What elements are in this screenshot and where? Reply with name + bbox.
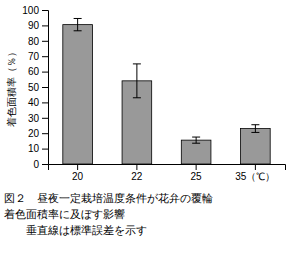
error-bar-cap: [133, 63, 141, 64]
y-tick-mark: [42, 133, 48, 134]
x-tick-label: 25: [191, 171, 203, 182]
error-bar: [251, 125, 259, 133]
y-tick: 50: [28, 82, 48, 93]
y-tick: 30: [28, 113, 48, 124]
y-tick-mark: [42, 102, 48, 103]
error-bar-cap: [74, 30, 82, 31]
y-tick-label: 50: [28, 82, 40, 93]
x-tick-mark: [77, 164, 78, 170]
y-axis-title: 着色面積率（％）: [6, 47, 17, 127]
x-tick-label: 22: [131, 171, 143, 182]
y-tick: 40: [28, 97, 48, 108]
y-tick-mark: [42, 41, 48, 42]
y-tick-label: 70: [28, 51, 40, 62]
caption: 垂直線は標準誤差を示す: [4, 224, 147, 237]
y-tick: 20: [28, 128, 48, 139]
x-tick: 35（℃）: [235, 164, 275, 182]
chart: 0 10 20 30 40 50 60 70 80 90 100 20 22 25 35（℃） 着色面積率（％…: [0, 0, 297, 254]
y-tick: 80: [28, 36, 48, 47]
marks: [63, 18, 270, 164]
y-tick-label: 10: [28, 143, 40, 154]
caption: 着色面積率に及ぼす影響: [4, 208, 125, 221]
y-tick-label: 60: [28, 66, 40, 77]
y-tick-label: 80: [28, 36, 40, 47]
x-tick-label: 35（℃）: [235, 171, 275, 182]
y-tick: 90: [28, 20, 48, 31]
bar: [181, 140, 211, 164]
error-bar-line: [196, 137, 197, 143]
x-axis: 20 22 25 35（℃）: [49, 164, 286, 182]
y-axis: 0 10 20 30 40 50 60 70 80 90 100: [22, 5, 48, 170]
error-bar-cap: [251, 124, 259, 125]
x-tick: 25: [191, 164, 203, 182]
error-bar-cap: [192, 137, 200, 138]
x-axis-line: [49, 165, 286, 171]
y-tick-label: 90: [28, 20, 40, 31]
error-bar-cap: [133, 97, 141, 98]
y-tick-mark: [42, 164, 48, 165]
y-axis-line: [42, 11, 49, 165]
y-tick-mark: [42, 118, 48, 119]
error-bar-line: [255, 125, 256, 133]
error-bar-cap: [74, 18, 82, 19]
y-tick-label: 20: [28, 128, 40, 139]
y-tick-label: 40: [28, 97, 40, 108]
x-tick-mark: [255, 164, 256, 170]
y-tick-mark: [42, 149, 48, 150]
error-bar: [133, 64, 141, 98]
y-tick-mark: [42, 72, 48, 73]
y-tick-label: 100: [22, 5, 39, 16]
y-tick-label: 0: [33, 159, 39, 170]
caption: 図２ 昼夜一定栽培温度条件が花弁の覆輪: [4, 192, 213, 205]
y-tick: 0: [33, 159, 48, 170]
y-tick: 70: [28, 51, 48, 62]
error-bar: [192, 137, 200, 143]
y-tick-mark: [42, 56, 48, 57]
error-bar-cap: [192, 143, 200, 144]
x-tick: 20: [72, 164, 84, 182]
y-tick-mark: [42, 10, 48, 11]
bar: [63, 25, 93, 164]
plot-area: 0 10 20 30 40 50 60 70 80 90 100 20 22 25 35（℃）: [22, 5, 285, 182]
x-tick: 22: [131, 164, 143, 182]
y-tick: 100: [22, 5, 48, 16]
y-tick: 10: [28, 143, 48, 154]
y-tick: 60: [28, 66, 48, 77]
error-bar-line: [77, 18, 78, 30]
error-bar: [74, 18, 82, 30]
x-tick-label: 20: [72, 171, 84, 182]
y-tick-label: 30: [28, 113, 40, 124]
error-bar-cap: [251, 132, 259, 133]
x-tick-mark: [196, 164, 197, 170]
x-tick-mark: [136, 164, 137, 170]
y-tick-mark: [42, 87, 48, 88]
y-tick-mark: [42, 25, 48, 26]
error-bar-line: [136, 64, 137, 98]
bar: [241, 129, 271, 164]
